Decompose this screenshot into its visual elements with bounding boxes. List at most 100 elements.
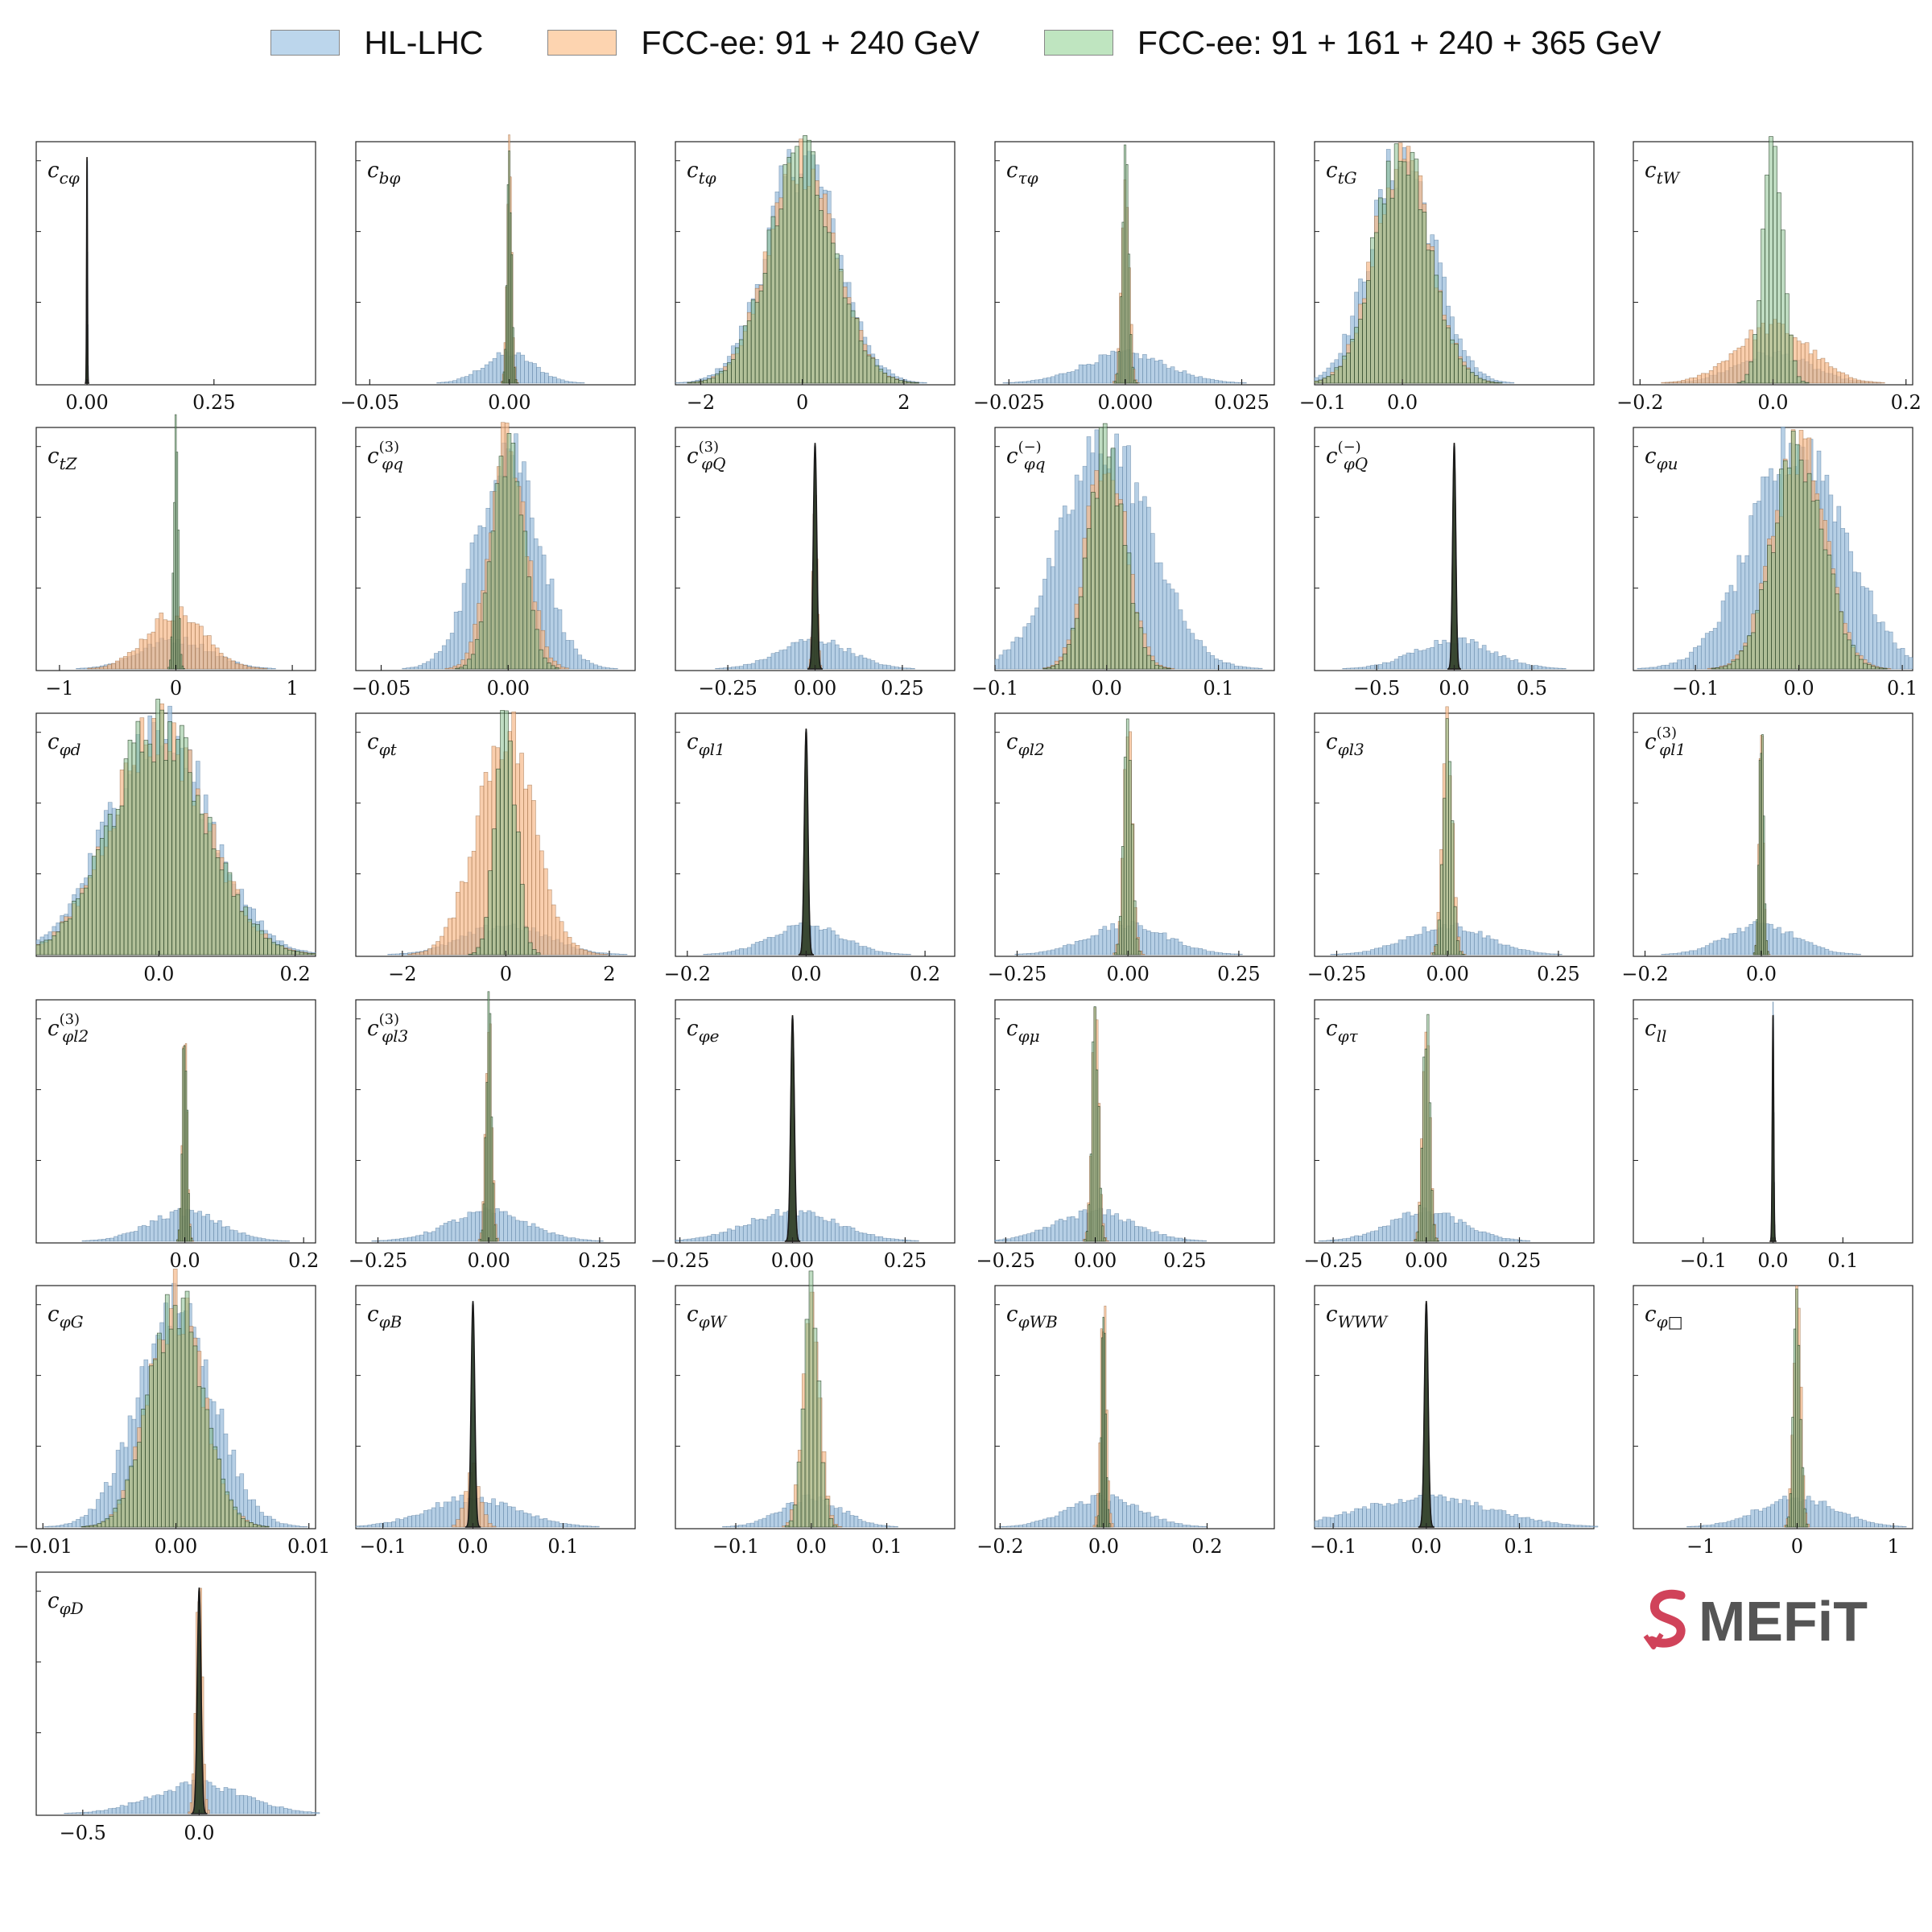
hist-bar [1700, 638, 1706, 670]
hist-bar [1832, 952, 1838, 956]
hist-bar [147, 1798, 153, 1814]
hist-bar [1334, 1239, 1340, 1242]
hist-bar [552, 376, 557, 384]
x-tick-label: −0.1 [1310, 1535, 1356, 1558]
hist-bar [1330, 1517, 1335, 1528]
hist-bar [151, 1795, 157, 1814]
panel-frame [675, 712, 956, 957]
hist-bar [295, 1525, 300, 1528]
hist-bar [535, 1515, 540, 1528]
hist-bar [80, 1812, 85, 1814]
hist-bar [1234, 382, 1239, 384]
hist-bar [431, 1507, 436, 1528]
hist-bar [1414, 1497, 1419, 1528]
hist-bar [1453, 906, 1457, 956]
hist-bar [1422, 1056, 1426, 1242]
hist-bar [1521, 949, 1527, 956]
hist-bar [906, 382, 911, 384]
hist-bar [209, 1220, 214, 1242]
hist-bar [1438, 644, 1443, 670]
hist-bar [1138, 1510, 1143, 1528]
hist-bar [72, 1521, 76, 1528]
hist-bar [601, 667, 606, 670]
hist-bar [56, 1525, 61, 1528]
hist-bar [846, 647, 852, 670]
hist-bar [190, 1237, 193, 1242]
hist-bar [719, 667, 724, 670]
hist-bar [1378, 1504, 1383, 1528]
hist-bar [530, 609, 535, 670]
hist-bar [217, 1220, 222, 1242]
hist-bar [449, 633, 455, 670]
hist-bar [1834, 1511, 1839, 1528]
hist-bar [1074, 1503, 1080, 1528]
hist-bar [107, 664, 112, 670]
hist-bar [838, 938, 844, 956]
hist-bar [1122, 1501, 1127, 1528]
hist-bar [93, 1240, 99, 1242]
hist-bar [97, 1523, 102, 1528]
hist-bar [1426, 250, 1431, 384]
hist-bar [1010, 641, 1016, 670]
hist-bar [119, 805, 125, 956]
panel: −0.5 0.0 0.5c(−) φQ [1314, 427, 1595, 700]
hist-bar [363, 1525, 369, 1528]
hist-bar [834, 644, 840, 670]
hist-bar [1728, 584, 1734, 670]
hist-bar [123, 758, 129, 956]
hist-bar [834, 935, 840, 956]
hist-bar [1118, 1499, 1123, 1528]
hist-fcc-ee-4 [687, 135, 919, 384]
hist-bar [735, 347, 740, 384]
hist-bar [786, 646, 792, 670]
hist-bar [1126, 552, 1132, 670]
hist-bar [1178, 941, 1183, 956]
hist-bar [251, 1797, 256, 1814]
hist-bar [1109, 1513, 1113, 1528]
hist-bar [223, 862, 229, 956]
panel-frame [1314, 999, 1595, 1244]
hist-bar [47, 939, 53, 956]
hist-bar [476, 947, 481, 956]
x-tick-label: 0.25 [578, 1249, 621, 1272]
hist-bar [1695, 1525, 1699, 1528]
hist-bar [213, 1446, 218, 1528]
hist-bar [52, 1525, 57, 1528]
hist-bar [1190, 947, 1195, 956]
hist-bar [1473, 1230, 1479, 1242]
hist-bar [219, 1791, 225, 1814]
hist-bar [259, 1801, 264, 1814]
hist-bar [1170, 588, 1175, 670]
hist-bar [159, 1794, 164, 1814]
hist-bar [1067, 644, 1071, 670]
panel-label: cWWW [1326, 1302, 1389, 1331]
hist-bar [1728, 933, 1734, 956]
hist-bar [1182, 945, 1187, 956]
hist-bar [1852, 378, 1857, 384]
hist-bar [1530, 1518, 1534, 1528]
hist-bar [1546, 1521, 1550, 1528]
hist-bar [258, 667, 264, 670]
hist-bar [242, 665, 248, 670]
hist-bar [1856, 379, 1861, 384]
hist-bar [1477, 378, 1483, 384]
hist-bar [222, 656, 228, 670]
hist-bar [1038, 1520, 1043, 1528]
hist-bar [571, 943, 576, 956]
hist-bar [535, 629, 539, 670]
hist-bar [1410, 652, 1415, 670]
panel-frame [35, 141, 316, 386]
hist-bar [1743, 646, 1748, 670]
hist-bar [1113, 381, 1117, 384]
hist-bar [571, 1237, 576, 1242]
hist-bar [1872, 382, 1877, 384]
legend: HL-LHC FCC-ee: 91 + 240 GeV FCC-ee: 91 + 1… [0, 14, 1932, 71]
hist-bar [1330, 954, 1335, 956]
hist-bar [407, 1236, 412, 1242]
hist-bar [1798, 460, 1804, 670]
hist-bar [1150, 932, 1155, 956]
hist-bar [914, 382, 919, 384]
hist-bar [1138, 627, 1144, 670]
hist-bar [613, 668, 618, 670]
hist-bar [1517, 948, 1523, 956]
